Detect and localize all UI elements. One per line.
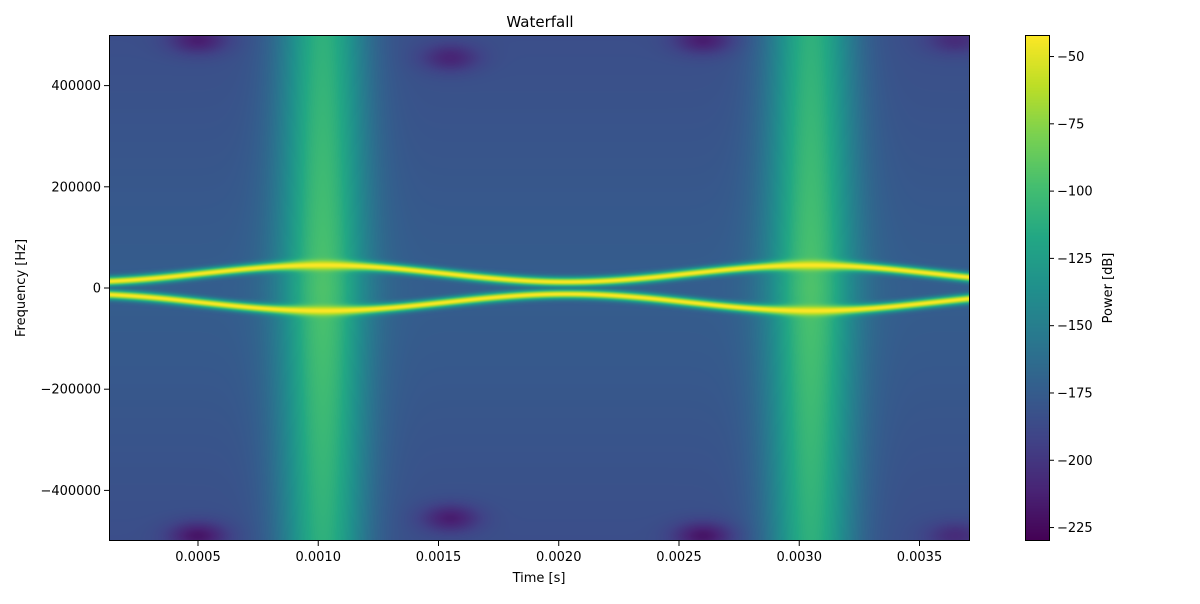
- chart-title: Waterfall: [506, 13, 573, 31]
- x-tick-label: 0.0005: [175, 550, 221, 565]
- y-axis-title: Frequency [Hz]: [14, 239, 29, 337]
- x-tick-label: 0.0025: [656, 550, 702, 565]
- x-axis-title: Time [s]: [512, 571, 566, 586]
- colorbar-tick-label: −150: [1057, 319, 1093, 334]
- heatmap-area: [109, 35, 970, 541]
- colorbar-axis: −50 −75 −100 −125 −150 −175 −200 −225: [1049, 50, 1093, 536]
- x-tick-label: 0.0035: [897, 550, 943, 565]
- x-tick-label: 0.0020: [536, 550, 582, 565]
- colorbar-tick-label: −175: [1057, 386, 1093, 401]
- colorbar-title: Power [dB]: [1101, 253, 1116, 324]
- x-axis: 0.0005 0.0010 0.0015 0.0020 0.0025 0.0030 0.00…: [175, 541, 942, 565]
- colorbar: [1025, 35, 1049, 541]
- x-tick-label: 0.0010: [295, 550, 341, 565]
- colorbar-tick-label: −225: [1057, 521, 1093, 536]
- y-tick-label: −400000: [40, 484, 101, 499]
- plot-frame: [109, 35, 970, 541]
- y-axis: 400000 200000 0 −200000 −400000: [40, 79, 109, 499]
- colorbar-tick-label: −50: [1057, 50, 1084, 65]
- colorbar-tick-label: −125: [1057, 252, 1093, 267]
- x-tick-label: 0.0015: [416, 550, 462, 565]
- colorbar-frame: [1025, 35, 1050, 541]
- colorbar-tick-label: −200: [1057, 454, 1093, 469]
- y-tick-label: 400000: [51, 79, 101, 94]
- y-tick-label: 200000: [51, 180, 101, 195]
- colorbar-tick-label: −100: [1057, 185, 1093, 200]
- y-tick-label: 0: [93, 282, 101, 297]
- y-tick-label: −200000: [40, 383, 101, 398]
- colorbar-tick-label: −75: [1057, 117, 1084, 132]
- x-tick-label: 0.0030: [776, 550, 822, 565]
